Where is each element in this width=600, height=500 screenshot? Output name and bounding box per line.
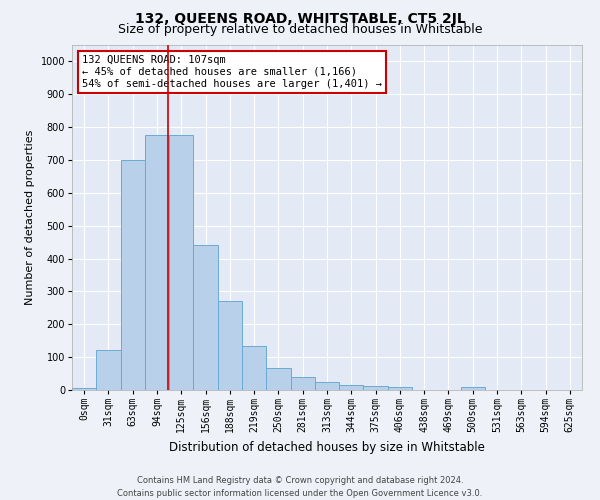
Bar (96, 350, 121, 390)
Text: 132, QUEENS ROAD, WHITSTABLE, CT5 2JL: 132, QUEENS ROAD, WHITSTABLE, CT5 2JL (134, 12, 466, 26)
Bar (218, 300, 242, 390)
Bar (266, 368, 290, 390)
Y-axis label: Number of detached properties: Number of detached properties (25, 130, 35, 305)
Text: Contains HM Land Registry data © Crown copyright and database right 2024.
Contai: Contains HM Land Registry data © Crown c… (118, 476, 482, 498)
Bar (290, 377, 315, 390)
Bar (72, 388, 96, 390)
Bar (461, 386, 485, 390)
X-axis label: Distribution of detached houses by size in Whitstable: Distribution of detached houses by size … (169, 440, 485, 454)
Bar (193, 246, 218, 390)
Bar (364, 386, 388, 390)
Bar (388, 386, 412, 390)
Bar (242, 346, 266, 390)
Text: 132 QUEENS ROAD: 107sqm
← 45% of detached houses are smaller (1,166)
54% of semi: 132 QUEENS ROAD: 107sqm ← 45% of detache… (82, 56, 382, 88)
Bar (169, 136, 193, 390)
Bar (145, 136, 169, 390)
Bar (315, 382, 339, 390)
Bar (339, 386, 364, 390)
Text: Size of property relative to detached houses in Whitstable: Size of property relative to detached ho… (118, 22, 482, 36)
Bar (121, 160, 145, 390)
